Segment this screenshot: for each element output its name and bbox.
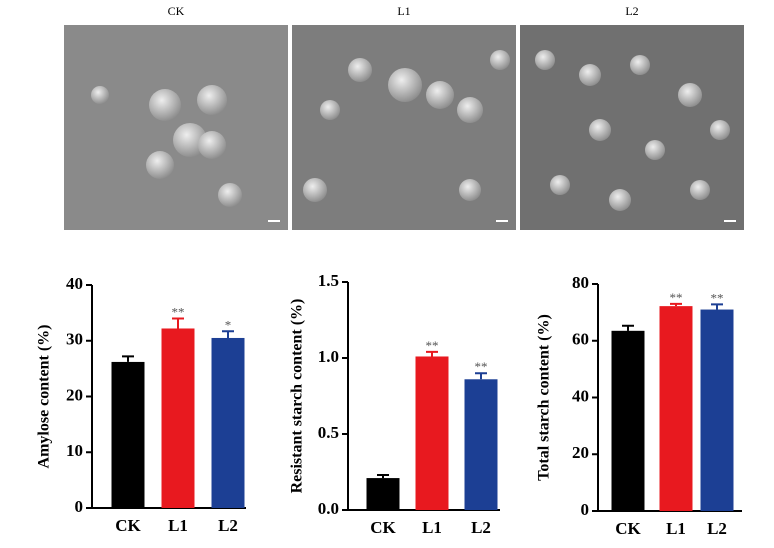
- panel-label: L2: [625, 4, 638, 18]
- y-tick-label: 0.5: [318, 423, 339, 442]
- x-tick-label: L1: [666, 519, 686, 538]
- y-tick-label: 40: [66, 274, 83, 293]
- sem-image: [64, 25, 288, 230]
- bar: [464, 379, 498, 510]
- y-tick-label: 0: [581, 500, 590, 519]
- panel-label: L1: [397, 4, 410, 18]
- bar: [366, 478, 400, 510]
- y-tick-label: 20: [66, 385, 83, 404]
- y-tick-label: 0: [75, 497, 84, 516]
- y-tick-label: 0.0: [318, 499, 339, 518]
- error-bar: [670, 302, 682, 307]
- bar: [111, 361, 145, 508]
- x-tick-label: CK: [615, 519, 641, 538]
- x-tick-label: CK: [370, 518, 396, 537]
- y-tick-label: 1.5: [318, 271, 339, 290]
- y-tick-label: 30: [66, 330, 83, 349]
- significance-label: *: [225, 317, 232, 332]
- error-bar: [377, 474, 389, 479]
- bar: [415, 356, 449, 510]
- sem-images: [64, 25, 744, 230]
- bar: [659, 306, 693, 511]
- significance-label: **: [172, 304, 185, 319]
- x-tick-label: CK: [115, 516, 141, 535]
- x-tick-label: L1: [168, 516, 188, 535]
- panel-label: CK: [168, 4, 185, 18]
- error-bar: [426, 350, 438, 357]
- bar: [611, 330, 645, 511]
- y-axis-label: Amylose content (%): [36, 325, 53, 469]
- y-tick-label: 40: [572, 386, 589, 405]
- y-tick-label: 60: [572, 330, 589, 349]
- x-tick-label: L1: [422, 518, 442, 537]
- y-tick-label: 80: [572, 273, 589, 292]
- y-tick-label: 20: [572, 443, 589, 462]
- x-tick-label: L2: [218, 516, 238, 535]
- significance-label: **: [711, 290, 724, 305]
- x-tick-label: L2: [471, 518, 491, 537]
- error-bar: [222, 330, 234, 338]
- y-axis-label: Resistant starch content (%): [289, 299, 306, 494]
- bar: [700, 309, 734, 511]
- error-bar: [622, 324, 634, 331]
- error-bar: [475, 372, 487, 380]
- error-bar: [711, 303, 723, 310]
- y-tick-label: 1.0: [318, 347, 339, 366]
- error-bar: [122, 355, 134, 362]
- significance-label: **: [670, 290, 683, 305]
- y-tick-label: 10: [66, 441, 83, 460]
- bar: [211, 337, 245, 508]
- significance-label: **: [426, 338, 439, 353]
- sem-image: [292, 25, 516, 230]
- error-bar: [172, 317, 184, 329]
- x-tick-label: L2: [707, 519, 727, 538]
- granules: [91, 50, 730, 211]
- significance-label: **: [475, 359, 488, 374]
- y-axis-label: Total starch content (%): [536, 314, 553, 481]
- bar: [161, 328, 195, 508]
